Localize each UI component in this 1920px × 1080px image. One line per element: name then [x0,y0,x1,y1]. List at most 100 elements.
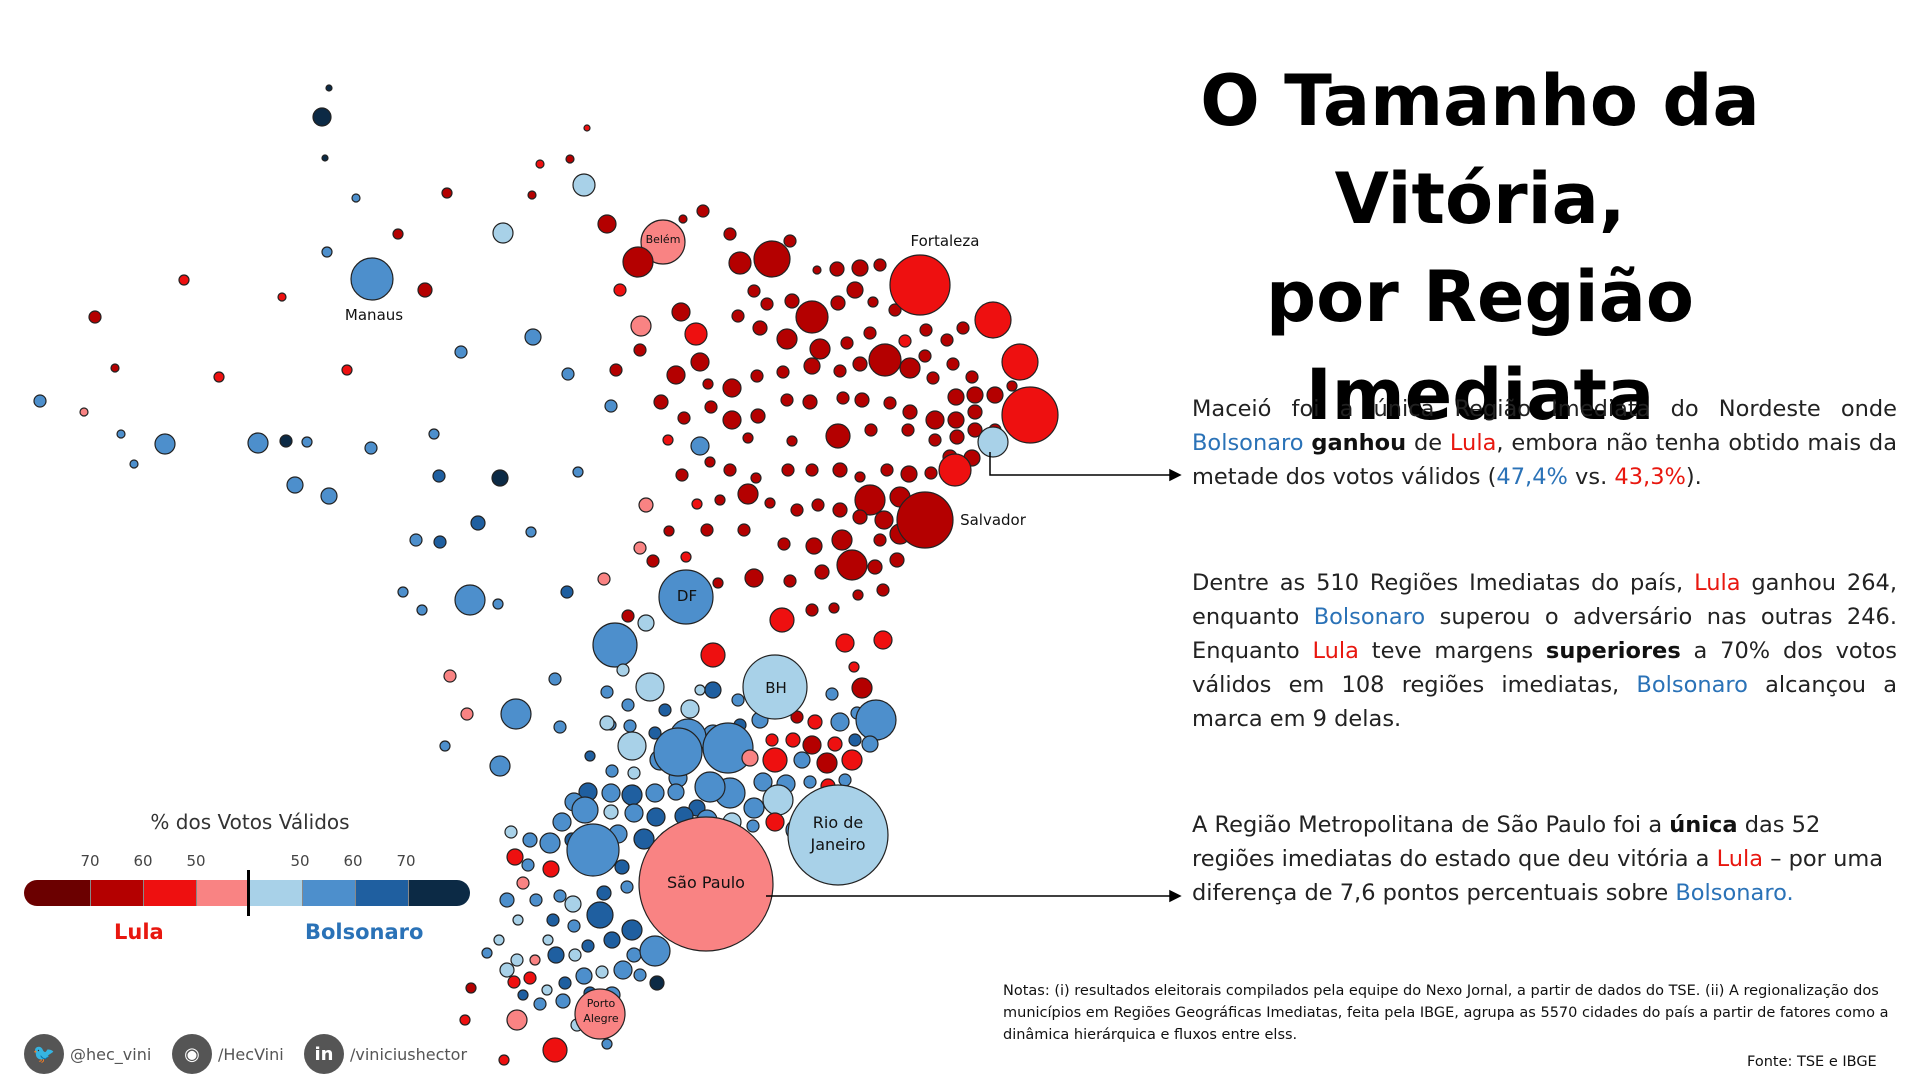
region-bubble [765,812,785,832]
region-bubble [863,326,877,340]
region-bubble-named [640,219,686,265]
region-bubble [492,222,514,244]
region-bubble [852,589,864,601]
region-bubble [803,357,821,375]
region-bubble [854,392,870,408]
region-bubble [597,214,617,234]
region-bubble [499,962,515,978]
region-bubble [743,797,765,819]
region-bubble [525,526,537,538]
region-bubble [597,572,611,586]
region-bubble [829,261,845,277]
region-bubble [855,699,897,741]
region-bubble [753,772,773,792]
legend-tick-lula-50: 50 [186,852,206,870]
region-bubble [110,363,120,373]
region-bubble [744,568,764,588]
label-df: DF [677,587,697,605]
region-bubble [737,483,759,505]
region-bubble [678,214,688,224]
legend-seg-bolso-4 [408,880,470,906]
region-bubble [517,989,529,1001]
region-bubble [827,736,843,752]
region-bubble-named [638,816,774,952]
social-linkedin[interactable]: in /viniciushector [304,1034,467,1074]
region-bubble [499,892,515,908]
region-bubble [783,574,797,588]
region-bubble [684,322,708,346]
label-porto-alegre-line2: Alegre [583,1012,619,1025]
region-bubble [33,394,47,408]
region-bubble [639,935,671,967]
social-github[interactable]: ◉ /HecVini [172,1034,284,1074]
region-bubble [836,391,850,405]
region-bubble [802,735,822,755]
region-bubble [539,832,561,854]
region-bubble [558,976,572,990]
region-bubble [696,204,710,218]
region-bubble [852,509,868,525]
paragraph-sao-paulo: A Região Metropolitana de São Paulo foi … [1192,812,1884,906]
region-bubble [876,583,890,597]
region-bubble [680,699,700,719]
region-bubble [746,819,760,833]
region-bubble [542,1037,568,1063]
region-bubble [802,394,818,410]
region-bubble-named [742,654,808,720]
region-bubble [213,371,225,383]
social-twitter[interactable]: 🐦 @hec_vini [24,1034,151,1074]
region-bubble [867,559,883,575]
region-bubble [542,934,554,946]
region-bubble [867,296,879,308]
region-bubble [428,428,440,440]
region-bubble [601,783,621,803]
region-bubble [443,669,457,683]
region-bubble [88,310,102,324]
region-bubble [702,378,714,390]
region-bubble [762,747,788,773]
region-bubble [277,292,287,302]
region-bubble [838,773,852,787]
region-bubble [722,378,742,398]
linkedin-icon: in [304,1034,344,1074]
region-bubble [694,684,706,696]
region-bubble [575,967,593,985]
region-bubble [967,404,983,420]
region-bubble [489,755,511,777]
region-bubble [840,336,854,350]
region-bubble [899,357,921,379]
region-bubble [873,533,887,547]
region-bubble [621,698,635,712]
region-bubble [646,807,666,827]
region-bubble [828,602,840,614]
legend-seg-bolso-1 [250,880,302,906]
region-bubble [633,828,655,850]
region-bubble [883,396,897,410]
region-bubble [439,740,451,752]
paragraph-maceio: Maceió foi a única Região Imediata do No… [1192,396,1897,490]
region-bubble [653,394,669,410]
title-line2: por Região Imediata [1266,256,1694,436]
region-bubble [662,434,674,446]
region-bubble [846,281,864,299]
region-bubble [154,433,176,455]
region-bubble [653,727,703,777]
region-bubble-named [622,246,654,278]
label-manaus: Manaus [345,306,403,324]
region-bubble [814,564,830,580]
region-bubble [704,681,722,699]
region-bubble [524,328,542,346]
region-bubble [784,293,800,309]
legend-tick-bolso-60: 60 [343,852,363,870]
notes-text: Notas: (i) resultados eleitorais compila… [1003,983,1889,1043]
region-bubble [825,423,851,449]
region-bubble [677,411,691,425]
region-bubble [747,284,761,298]
region-bubble [604,399,618,413]
region-bubble [624,803,644,823]
region-bubble [680,551,692,563]
legend-color-bar [24,870,470,916]
legend-label-lula: Lula [114,920,164,944]
region-bubble [722,410,742,430]
region-bubble [848,661,860,673]
